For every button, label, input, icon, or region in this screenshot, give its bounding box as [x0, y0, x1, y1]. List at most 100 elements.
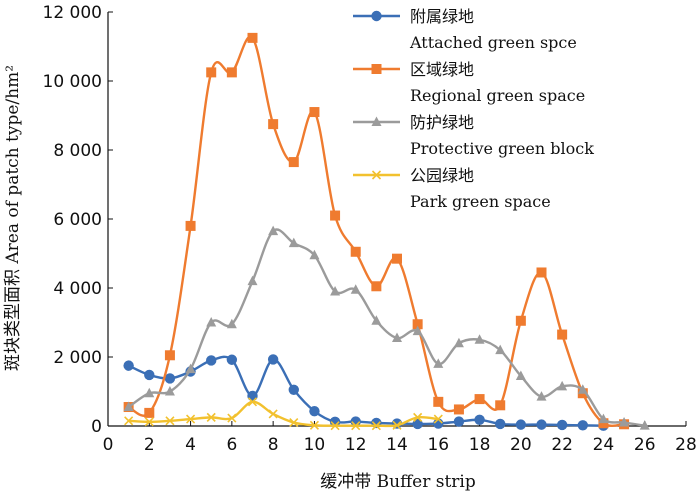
- x-tick-label: 12: [345, 435, 367, 455]
- x-tick-label: 28: [675, 435, 697, 455]
- data-point: [309, 107, 320, 118]
- data-point: [453, 404, 464, 415]
- legend-label-en: Park green space: [410, 192, 551, 211]
- data-point: [185, 220, 196, 231]
- data-point: [186, 414, 196, 424]
- legend-label-cn: 防护绿地: [410, 113, 474, 132]
- data-point: [371, 281, 382, 292]
- data-point: [288, 237, 299, 248]
- legend-item: 附属绿地 Attached green spce: [353, 7, 577, 52]
- data-point: [515, 315, 526, 326]
- data-point: [557, 380, 568, 391]
- data-point: [226, 354, 238, 365]
- data-point: [474, 394, 485, 405]
- data-point: [392, 420, 402, 430]
- data-point: [144, 369, 155, 381]
- y-axis-title: 斑块类型面积 Area of patch type/hm²: [3, 65, 23, 371]
- data-point: [557, 329, 568, 340]
- y-tick-label: 2 000: [53, 348, 102, 368]
- data-point: [123, 360, 134, 371]
- legend-label-cn: 公园绿地: [410, 166, 474, 185]
- data-point: [330, 421, 340, 431]
- x-tick-label: 8: [268, 435, 279, 455]
- data-point: [598, 418, 609, 429]
- data-point: [206, 67, 217, 78]
- data-point: [289, 417, 299, 428]
- data-point: [144, 387, 155, 398]
- x-tick-label: 6: [226, 435, 237, 455]
- data-point: [351, 421, 361, 431]
- y-tick-label: 6 000: [53, 210, 102, 230]
- x-tick-label: 20: [510, 435, 532, 455]
- data-point: [392, 332, 402, 343]
- y-axis-ticks: 0 2 000 4 000 6 000 8 000 10 000 12 000: [43, 3, 113, 437]
- x-tick-label: 10: [304, 435, 326, 455]
- legend-label-en: Protective green block: [410, 139, 594, 158]
- data-point: [309, 420, 319, 430]
- data-point: [227, 413, 237, 423]
- data-point: [453, 337, 464, 348]
- data-point: [619, 417, 630, 427]
- data-point: [267, 354, 279, 365]
- data-point: [144, 407, 155, 418]
- y-tick-label: 0: [91, 417, 102, 437]
- y-tick-label: 12 000: [43, 3, 102, 23]
- legend-marker: [371, 170, 382, 180]
- data-point: [309, 249, 320, 260]
- data-point: [556, 419, 568, 431]
- data-point: [371, 421, 381, 431]
- data-point: [330, 210, 341, 221]
- y-tick-label: 4 000: [53, 279, 102, 299]
- data-point: [144, 417, 154, 427]
- legend-item: 公园绿地 Park green space: [353, 166, 551, 211]
- x-tick-label: 24: [593, 435, 615, 455]
- x-axis-ticks: 0 2 4 6 8 10 12 14 16 18 20 22 24 26 28: [103, 421, 697, 455]
- x-tick-label: 0: [103, 435, 114, 455]
- legend-marker: [371, 64, 382, 74]
- x-axis-title: 缓冲带 Buffer strip: [320, 472, 476, 492]
- data-point: [247, 32, 258, 43]
- data-point: [392, 253, 402, 264]
- y-tick-label: 8 000: [53, 141, 102, 161]
- data-point: [474, 334, 485, 344]
- data-point: [371, 315, 382, 325]
- x-tick-label: 18: [469, 435, 491, 455]
- data-point: [206, 317, 217, 327]
- legend-item: 防护绿地 Protective green block: [353, 113, 594, 158]
- data-point: [206, 412, 216, 422]
- data-point: [453, 416, 465, 427]
- data-point: [165, 416, 175, 426]
- data-point: [123, 401, 134, 412]
- data-point: [413, 412, 423, 422]
- data-point: [598, 413, 609, 424]
- data-point: [433, 414, 443, 424]
- legend-marker: [371, 116, 382, 126]
- data-point: [536, 267, 547, 278]
- data-point: [495, 344, 506, 355]
- x-tick-label: 14: [386, 435, 408, 455]
- data-point: [330, 285, 341, 296]
- series-2: [123, 225, 650, 430]
- y-tick-label: 10 000: [43, 72, 102, 92]
- data-point: [536, 391, 547, 401]
- series-0: [123, 354, 609, 431]
- series-layer: [123, 32, 650, 431]
- data-point: [433, 358, 444, 368]
- data-point: [412, 325, 423, 336]
- data-point: [515, 370, 526, 380]
- series-line: [127, 228, 645, 427]
- x-tick-label: 26: [634, 435, 656, 455]
- x-tick-label: 2: [144, 435, 155, 455]
- data-point: [124, 416, 134, 426]
- legend-label-cn: 附属绿地: [410, 7, 474, 26]
- legend: 附属绿地 Attached green spce 区域绿地 Regional gree…: [353, 7, 594, 211]
- data-point: [412, 319, 423, 330]
- data-point: [577, 384, 588, 394]
- data-point: [226, 67, 237, 78]
- data-point: [164, 350, 175, 361]
- data-point: [309, 405, 320, 417]
- legend-label-en: Regional green space: [410, 86, 585, 105]
- series-3: [124, 397, 443, 431]
- axes: [107, 12, 686, 427]
